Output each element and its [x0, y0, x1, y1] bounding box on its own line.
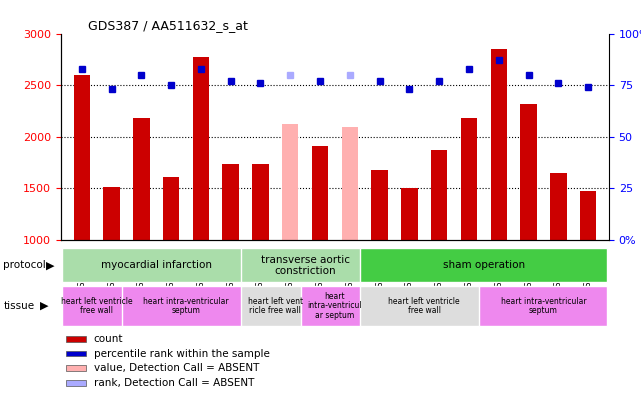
Bar [580, 191, 596, 240]
Bar [431, 150, 447, 240]
Bar [360, 248, 608, 282]
Bar [133, 118, 149, 240]
Bar [67, 350, 85, 356]
Bar [371, 169, 388, 240]
Text: ▶: ▶ [46, 260, 54, 270]
Bar [253, 164, 269, 240]
Text: transverse aortic
constriction: transverse aortic constriction [261, 255, 349, 276]
Bar [401, 188, 417, 240]
Bar [312, 146, 328, 240]
Bar [520, 104, 537, 240]
Bar [67, 380, 85, 386]
Text: heart left vent
ricle free wall: heart left vent ricle free wall [248, 297, 303, 315]
Bar [479, 286, 608, 326]
Bar [62, 248, 250, 282]
Bar [241, 286, 310, 326]
Bar [550, 173, 567, 240]
Bar [62, 286, 131, 326]
Bar [241, 248, 369, 282]
Bar [342, 127, 358, 240]
Bar [163, 177, 179, 240]
Text: count: count [94, 334, 123, 344]
Text: value, Detection Call = ABSENT: value, Detection Call = ABSENT [94, 363, 259, 373]
Bar [222, 164, 239, 240]
Bar [461, 118, 477, 240]
Text: protocol: protocol [3, 260, 46, 270]
Bar [193, 57, 209, 240]
Text: heart intra-ventricular
septum: heart intra-ventricular septum [143, 297, 229, 315]
Text: rank, Detection Call = ABSENT: rank, Detection Call = ABSENT [94, 378, 254, 388]
Text: percentile rank within the sample: percentile rank within the sample [94, 348, 270, 358]
Bar [490, 49, 507, 240]
Bar [282, 124, 299, 240]
Text: heart intra-ventricular
septum: heart intra-ventricular septum [501, 297, 587, 315]
Text: ▶: ▶ [40, 301, 49, 311]
Text: heart left ventricle
free wall: heart left ventricle free wall [388, 297, 460, 315]
Bar [67, 336, 85, 342]
Text: heart left ventricle
free wall: heart left ventricle free wall [61, 297, 133, 315]
Bar [301, 286, 369, 326]
Text: sham operation: sham operation [443, 260, 525, 270]
Bar [122, 286, 250, 326]
Text: myocardial infarction: myocardial infarction [101, 260, 212, 270]
Text: tissue: tissue [3, 301, 35, 311]
Bar [103, 187, 120, 240]
Bar [74, 75, 90, 240]
Bar [360, 286, 488, 326]
Text: heart
intra-ventricul
ar septum: heart intra-ventricul ar septum [308, 292, 362, 320]
Bar [67, 365, 85, 371]
Text: GDS387 / AA511632_s_at: GDS387 / AA511632_s_at [88, 19, 248, 32]
